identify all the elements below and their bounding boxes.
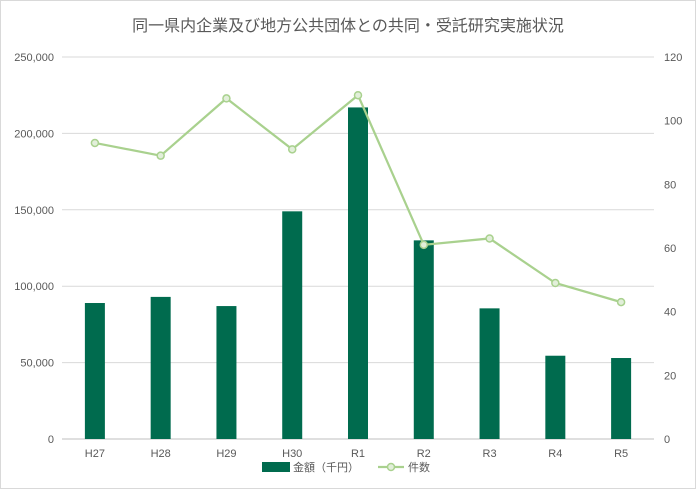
right-tick-label: 100 xyxy=(664,116,682,128)
x-tick-label: R5 xyxy=(614,448,628,460)
x-axis-ticks: H27 H28 H29 H30 R1 R2 R3 R4 R5 xyxy=(85,448,628,460)
left-tick-label: 250,000 xyxy=(14,52,54,64)
x-tick-label: H29 xyxy=(216,448,236,460)
legend-bar-swatch xyxy=(262,462,290,472)
legend-line-marker xyxy=(386,462,396,472)
right-tick-label: 40 xyxy=(664,307,676,319)
bar xyxy=(479,308,500,439)
x-tick-label: H30 xyxy=(282,448,302,460)
x-tick-label: R1 xyxy=(351,448,365,460)
x-tick-label: R3 xyxy=(483,448,497,460)
bar xyxy=(545,355,566,439)
bar-series xyxy=(84,107,632,439)
left-axis-ticks: 0 50,000 100,000 150,000 200,000 250,000 xyxy=(14,52,54,446)
line-point xyxy=(287,145,297,154)
line-point xyxy=(222,94,231,103)
right-tick-label: 80 xyxy=(664,179,676,191)
line-point xyxy=(90,138,100,148)
x-tick-label: H27 xyxy=(85,448,105,460)
legend-bar-label: 金額（千円） xyxy=(293,460,359,474)
right-tick-label: 60 xyxy=(664,243,676,255)
bar xyxy=(282,211,303,439)
line-point xyxy=(485,234,494,243)
left-tick-label: 0 xyxy=(48,434,54,446)
line-point xyxy=(419,240,429,250)
left-tick-label: 100,000 xyxy=(14,281,54,293)
x-tick-label: R2 xyxy=(417,448,431,460)
right-tick-label: 120 xyxy=(664,52,682,64)
bar xyxy=(348,107,368,439)
legend-line-label: 件数 xyxy=(408,461,430,474)
chart-title: 同一県内企業及び地方公共団体との共同・受託研究実施状況 xyxy=(132,16,564,35)
x-tick-label: R4 xyxy=(548,448,562,460)
right-tick-label: 20 xyxy=(664,370,676,382)
right-axis-ticks: 0 20 40 60 80 100 120 xyxy=(664,52,682,446)
bar xyxy=(413,240,434,439)
line-series xyxy=(90,90,626,307)
line-point xyxy=(551,278,560,288)
line-point xyxy=(616,297,626,307)
bar xyxy=(611,358,632,439)
left-tick-label: 50,000 xyxy=(20,358,54,370)
line-point xyxy=(353,90,363,100)
bar xyxy=(150,296,171,439)
bar xyxy=(84,303,105,439)
left-tick-label: 200,000 xyxy=(14,128,54,140)
legend: 金額（千円） 件数 xyxy=(262,460,430,474)
left-tick-label: 150,000 xyxy=(14,205,54,217)
bar xyxy=(216,306,237,439)
x-tick-label: H28 xyxy=(151,448,171,460)
line-point xyxy=(156,151,165,160)
right-tick-label: 0 xyxy=(664,434,670,446)
